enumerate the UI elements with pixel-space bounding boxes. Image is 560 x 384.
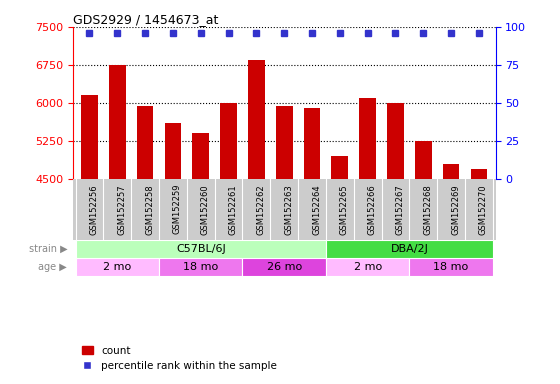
Bar [193,133,209,179]
Bar [326,258,409,276]
Text: 18 mo: 18 mo [433,262,469,272]
Text: 2 mo: 2 mo [103,262,132,272]
Bar [248,60,265,179]
Bar [332,156,348,179]
Text: C57BL/6J: C57BL/6J [176,244,226,254]
Text: GSM152266: GSM152266 [368,184,377,235]
Text: 2 mo: 2 mo [353,262,382,272]
Text: GSM152260: GSM152260 [200,184,210,235]
Bar [76,240,326,258]
Bar [76,258,159,276]
Text: GSM152261: GSM152261 [228,184,237,235]
Text: GSM152268: GSM152268 [423,184,432,235]
Text: GSM152265: GSM152265 [340,184,349,235]
Text: DBA/2J: DBA/2J [390,244,428,254]
Text: GSM152264: GSM152264 [312,184,321,235]
Bar [109,65,125,179]
Bar [276,106,292,179]
Text: GSM152269: GSM152269 [451,184,460,235]
Bar [470,169,487,179]
Text: GSM152263: GSM152263 [284,184,293,235]
Bar [409,258,493,276]
Text: age ▶: age ▶ [39,262,67,272]
Text: GSM152257: GSM152257 [117,184,127,235]
Text: GSM152262: GSM152262 [256,184,265,235]
Bar [242,258,326,276]
Text: 26 mo: 26 mo [267,262,302,272]
Bar [220,103,237,179]
Bar [443,164,459,179]
Bar [360,98,376,179]
Text: GSM152258: GSM152258 [145,184,154,235]
Bar [304,108,320,179]
Bar [165,123,181,179]
Text: GSM152256: GSM152256 [90,184,99,235]
Text: 18 mo: 18 mo [183,262,218,272]
Bar [387,103,404,179]
Bar [81,95,98,179]
Legend: count, percentile rank within the sample: count, percentile rank within the sample [78,341,281,375]
Text: GSM152270: GSM152270 [479,184,488,235]
Text: GSM152267: GSM152267 [395,184,404,235]
Bar [137,106,153,179]
Text: GDS2929 / 1454673_at: GDS2929 / 1454673_at [73,13,218,26]
Text: strain ▶: strain ▶ [29,244,67,254]
Text: GSM152259: GSM152259 [173,184,182,235]
Bar [415,141,432,179]
Bar [159,258,242,276]
Bar [326,240,493,258]
